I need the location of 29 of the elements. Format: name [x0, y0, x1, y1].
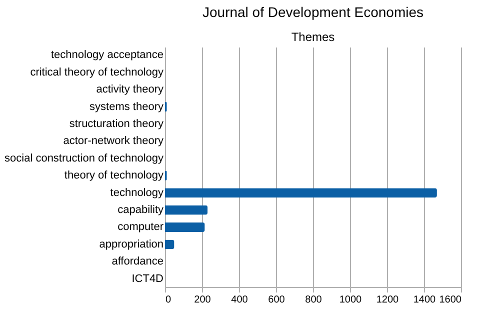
y-tick-label: technology acceptance [50, 49, 164, 62]
x-tick-label: 1400 [413, 294, 436, 306]
y-tick-label: computer [118, 221, 164, 234]
bar [165, 205, 208, 215]
x-tick-label: 1600 [439, 294, 462, 306]
y-tick-label: affordance [112, 256, 164, 268]
x-tick-label: 1000 [339, 294, 362, 306]
y-tick-label: activity theory [96, 84, 164, 96]
x-tick-label: 600 [268, 294, 286, 306]
bar [165, 240, 174, 250]
y-tick-label: ICT4D [132, 272, 164, 285]
y-tick-label: appropriation [99, 238, 164, 250]
y-tick-label: technology [110, 186, 164, 199]
bar [165, 222, 205, 232]
y-tick-label: actor-network theory [63, 135, 164, 148]
y-tick-label: capability [118, 204, 164, 216]
x-tick-label: 800 [305, 294, 322, 306]
y-tick-label: theory of technology [64, 170, 164, 182]
y-tick-label: structuration theory [69, 118, 164, 130]
y-tick-label: systems theory [90, 100, 164, 113]
x-tick-label: 400 [231, 294, 248, 306]
y-tick-label: critical theory of technology [30, 66, 164, 78]
chart-title: Journal of Development Economies [202, 4, 424, 20]
y-tick-label: social construction of technology [4, 152, 164, 164]
x-tick-label: 1200 [376, 294, 400, 306]
x-tick-label: 200 [194, 294, 212, 306]
x-tick-label: 0 [166, 294, 172, 306]
chart-subtitle: Themes [291, 30, 335, 44]
bar [165, 188, 437, 198]
